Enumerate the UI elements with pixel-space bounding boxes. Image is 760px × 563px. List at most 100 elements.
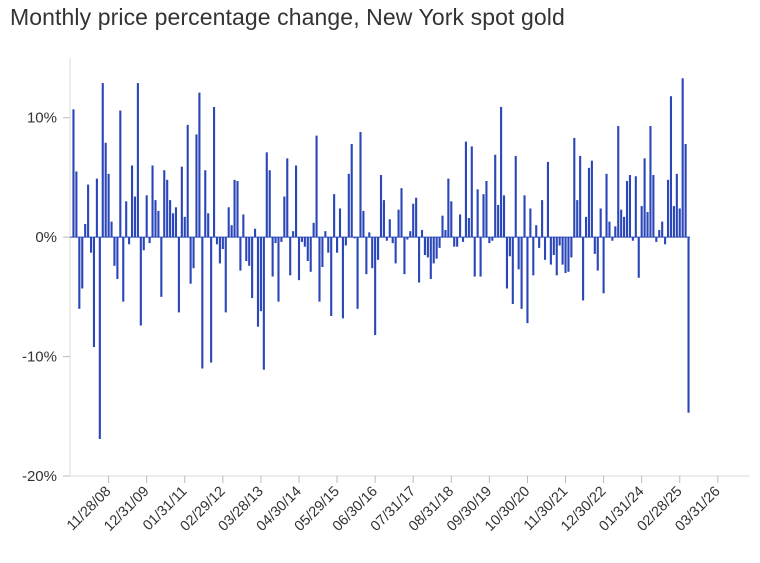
bar <box>564 237 567 273</box>
bar <box>104 142 107 238</box>
bar <box>201 237 204 369</box>
bar <box>441 215 444 238</box>
bar <box>256 237 260 327</box>
bar <box>169 200 172 238</box>
y-tick-label: -10% <box>22 349 57 366</box>
bar <box>151 165 154 238</box>
bar <box>195 134 198 238</box>
bar <box>318 237 321 302</box>
bar <box>353 237 356 239</box>
bar <box>385 237 388 241</box>
bar <box>213 106 216 238</box>
bar <box>611 237 614 241</box>
y-tick-label: 0% <box>35 229 57 246</box>
bar <box>125 201 128 238</box>
bar <box>397 209 400 238</box>
bar <box>467 218 470 238</box>
bar <box>672 206 675 238</box>
bar <box>511 237 514 305</box>
bar <box>116 237 119 279</box>
bar <box>130 165 134 238</box>
bar <box>101 83 104 238</box>
y-tick-label: -20% <box>22 468 57 485</box>
bar <box>543 237 547 260</box>
bar <box>280 237 283 242</box>
bar <box>655 237 658 242</box>
bar <box>403 237 406 275</box>
bar <box>675 173 678 238</box>
bar <box>160 237 163 297</box>
bar <box>400 188 403 238</box>
bar <box>602 237 605 294</box>
y-axis-ticks: 10% 0% -10% -20% <box>22 110 70 485</box>
bar <box>324 231 327 238</box>
bar <box>494 154 497 238</box>
bar <box>456 237 459 247</box>
bar <box>215 237 219 245</box>
bar <box>646 212 649 238</box>
bar <box>631 237 634 241</box>
bar <box>681 78 684 238</box>
bar <box>107 173 110 238</box>
bar <box>239 237 242 271</box>
bar <box>377 237 380 260</box>
bar <box>520 237 523 309</box>
bar <box>221 237 224 250</box>
bar <box>286 158 289 238</box>
bar <box>344 237 347 246</box>
bar <box>113 237 116 266</box>
bar <box>233 179 236 238</box>
bar <box>625 181 629 238</box>
bar <box>271 237 274 277</box>
bar <box>388 219 391 238</box>
bar <box>295 165 298 238</box>
bar <box>350 143 353 238</box>
bar <box>230 225 233 238</box>
bar <box>593 237 596 254</box>
bar <box>72 109 75 238</box>
bar <box>476 189 479 238</box>
bar <box>576 200 579 238</box>
bar <box>142 237 145 251</box>
bar <box>136 83 139 238</box>
bar <box>341 237 344 319</box>
bar <box>608 221 611 238</box>
bar <box>561 237 564 265</box>
bar <box>418 237 421 283</box>
bar <box>204 170 207 238</box>
bar <box>649 126 652 238</box>
bar <box>128 237 131 245</box>
bar <box>546 161 549 238</box>
bar <box>87 184 90 238</box>
bar <box>359 132 362 238</box>
bar <box>98 237 101 439</box>
bar <box>605 173 608 238</box>
bar <box>450 201 453 238</box>
bar <box>514 155 517 238</box>
bar <box>207 213 210 238</box>
bar <box>412 203 415 238</box>
bar <box>459 214 462 238</box>
bar <box>95 178 98 238</box>
bar <box>330 237 333 316</box>
bar <box>289 237 292 276</box>
bar <box>327 237 330 253</box>
bar <box>333 194 336 238</box>
bar <box>245 237 248 262</box>
bar <box>268 170 271 238</box>
bar <box>171 213 175 238</box>
bar <box>277 237 280 302</box>
bar <box>423 237 426 256</box>
y-tick-label: 10% <box>27 110 57 127</box>
bar <box>541 200 544 238</box>
bar <box>382 200 385 238</box>
bar <box>75 171 78 238</box>
bar <box>661 221 664 238</box>
bar <box>180 166 183 238</box>
bar <box>453 237 456 247</box>
bar <box>628 175 632 238</box>
bar <box>274 237 277 244</box>
bar <box>198 92 201 238</box>
bar <box>254 228 257 238</box>
